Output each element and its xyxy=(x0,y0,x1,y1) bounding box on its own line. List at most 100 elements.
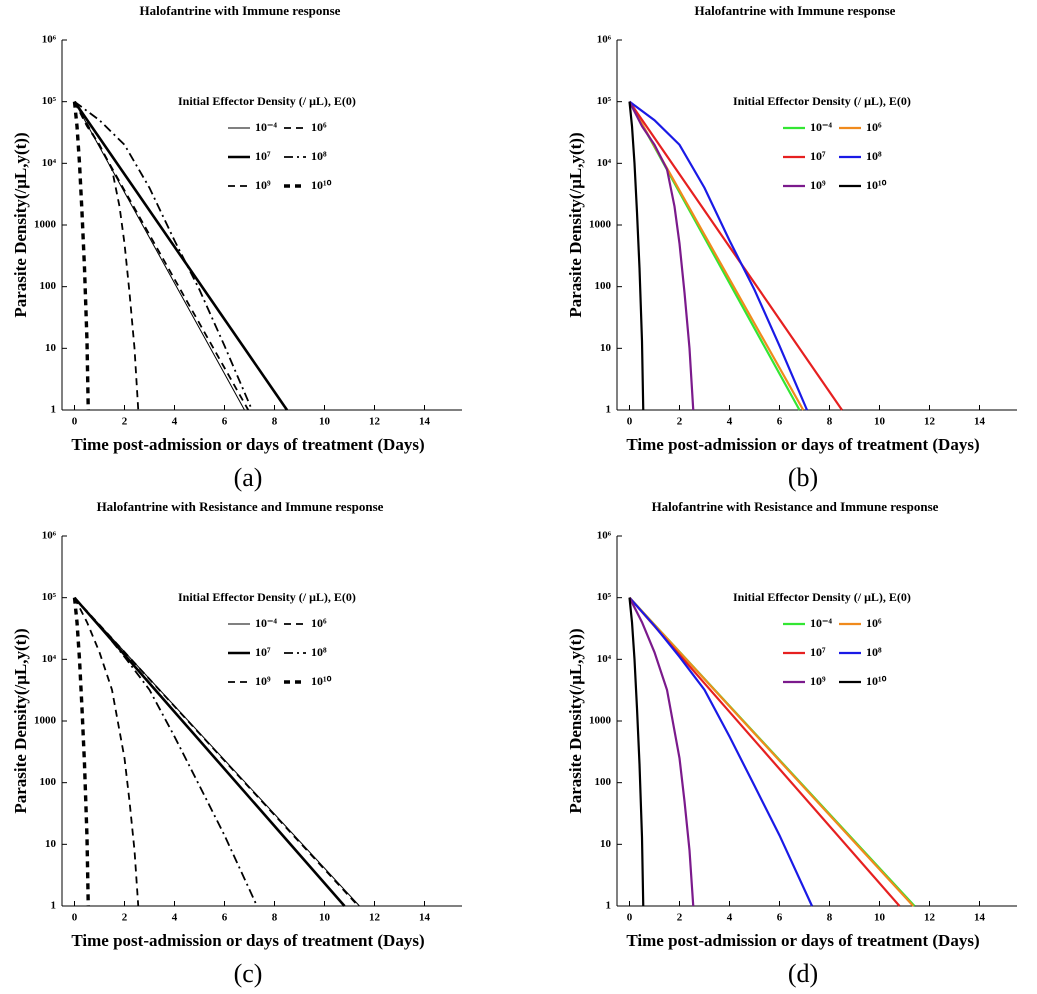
legend-label: 10⁷ xyxy=(255,149,271,163)
legend-label: 10⁸ xyxy=(311,645,327,659)
x-tick-label: 0 xyxy=(72,416,78,428)
legend-label: 10⁻⁴ xyxy=(810,120,832,134)
legend-label: 10⁸ xyxy=(311,149,327,163)
y-tick-label: 100 xyxy=(595,776,612,788)
legend-title: Initial Effector Density (/ μL), E(0) xyxy=(178,94,356,108)
x-tick-label: 4 xyxy=(727,912,733,924)
legend-label: 10⁶ xyxy=(866,616,882,630)
y-tick-label: 10⁵ xyxy=(597,591,612,603)
legend-label: 10¹⁰ xyxy=(311,674,332,688)
x-tick-label: 2 xyxy=(677,912,683,924)
legend-label: 10⁹ xyxy=(255,178,271,192)
legend-label: 10¹⁰ xyxy=(866,178,887,192)
legend-label: 10⁷ xyxy=(810,645,826,659)
caption: (a) xyxy=(234,463,263,492)
legend-label: 10⁻⁴ xyxy=(810,616,832,630)
x-tick-label: 12 xyxy=(924,416,936,428)
legend-label: 10⁹ xyxy=(255,674,271,688)
legend-label: 10⁸ xyxy=(866,149,882,163)
series-line xyxy=(628,101,645,411)
x-tick-label: 4 xyxy=(727,416,733,428)
legend-label: 10⁷ xyxy=(810,149,826,163)
x-tick-label: 2 xyxy=(122,416,128,428)
legend-title: Initial Effector Density (/ μL), E(0) xyxy=(733,94,911,108)
x-tick-label: 10 xyxy=(874,912,886,924)
legend-label: 10⁹ xyxy=(810,674,826,688)
x-tick-label: 6 xyxy=(222,912,228,924)
y-tick-label: 1 xyxy=(51,404,57,416)
x-tick-label: 0 xyxy=(72,912,78,924)
x-tick-label: 0 xyxy=(627,912,633,924)
y-tick-label: 10⁴ xyxy=(597,653,612,665)
y-tick-label: 1000 xyxy=(34,219,57,231)
series-line xyxy=(73,101,250,411)
y-tick-label: 100 xyxy=(595,280,612,292)
y-tick-label: 10 xyxy=(600,838,612,850)
y-tick-label: 10⁵ xyxy=(597,95,612,107)
x-axis-label: Time post-admission or days of treatment… xyxy=(626,931,979,950)
x-tick-label: 12 xyxy=(369,912,381,924)
y-tick-label: 10 xyxy=(45,838,57,850)
x-tick-label: 10 xyxy=(319,416,331,428)
x-tick-label: 2 xyxy=(122,912,128,924)
series-line xyxy=(73,597,140,907)
x-tick-label: 10 xyxy=(319,912,331,924)
caption: (d) xyxy=(788,959,818,988)
legend-label: 10⁻⁴ xyxy=(255,616,277,630)
legend-label: 10⁶ xyxy=(311,120,327,134)
y-axis-label: Parasite Density(/μL,y(t)) xyxy=(11,628,30,813)
x-tick-label: 14 xyxy=(419,416,431,428)
y-tick-label: 10⁶ xyxy=(42,530,57,542)
x-tick-label: 10 xyxy=(874,416,886,428)
series-line xyxy=(72,597,90,907)
x-tick-label: 2 xyxy=(677,416,683,428)
y-tick-label: 10 xyxy=(45,342,57,354)
y-tick-label: 10⁶ xyxy=(597,34,612,46)
legend-title: Initial Effector Density (/ μL), E(0) xyxy=(733,590,911,604)
y-tick-label: 10⁶ xyxy=(597,530,612,542)
series-line xyxy=(628,100,809,411)
y-tick-label: 1000 xyxy=(589,219,612,231)
y-tick-label: 10⁴ xyxy=(42,653,57,665)
x-tick-label: 4 xyxy=(172,912,178,924)
x-tick-label: 8 xyxy=(272,416,278,428)
y-tick-label: 1000 xyxy=(34,715,57,727)
legend-label: 10⁻⁴ xyxy=(255,120,277,134)
x-tick-label: 8 xyxy=(272,912,278,924)
x-tick-label: 0 xyxy=(627,416,633,428)
caption: (b) xyxy=(788,463,818,492)
chart-title: Halofantrine with Immune response xyxy=(140,3,341,18)
y-tick-label: 1 xyxy=(606,404,612,416)
series-line xyxy=(628,596,915,907)
series-line xyxy=(628,597,695,907)
series-line xyxy=(73,100,289,411)
series-line xyxy=(73,597,258,907)
series-line xyxy=(628,596,813,907)
y-tick-label: 10⁶ xyxy=(42,34,57,46)
x-tick-label: 6 xyxy=(222,416,228,428)
y-tick-label: 10⁵ xyxy=(42,95,57,107)
x-tick-label: 14 xyxy=(974,912,986,924)
legend-label: 10⁸ xyxy=(866,645,882,659)
series-line xyxy=(73,100,253,411)
y-tick-label: 10⁴ xyxy=(597,157,612,169)
legend-label: 10¹⁰ xyxy=(866,674,887,688)
y-tick-label: 10⁵ xyxy=(42,591,57,603)
y-tick-label: 1 xyxy=(606,900,612,912)
x-tick-label: 12 xyxy=(924,912,936,924)
y-tick-label: 1000 xyxy=(589,715,612,727)
x-tick-label: 14 xyxy=(974,416,986,428)
series-line xyxy=(628,101,695,411)
legend-label: 10⁶ xyxy=(311,616,327,630)
legend-label: 10⁶ xyxy=(866,120,882,134)
series-line xyxy=(628,597,645,907)
series-line xyxy=(73,596,346,907)
legend-label: 10⁹ xyxy=(810,178,826,192)
y-tick-label: 100 xyxy=(40,776,57,788)
legend-label: 10⁷ xyxy=(255,645,271,659)
x-axis-label: Time post-admission or days of treatment… xyxy=(71,931,424,950)
y-tick-label: 10⁴ xyxy=(42,157,57,169)
chart-title: Halofantrine with Immune response xyxy=(695,3,896,18)
x-axis-label: Time post-admission or days of treatment… xyxy=(71,435,424,454)
